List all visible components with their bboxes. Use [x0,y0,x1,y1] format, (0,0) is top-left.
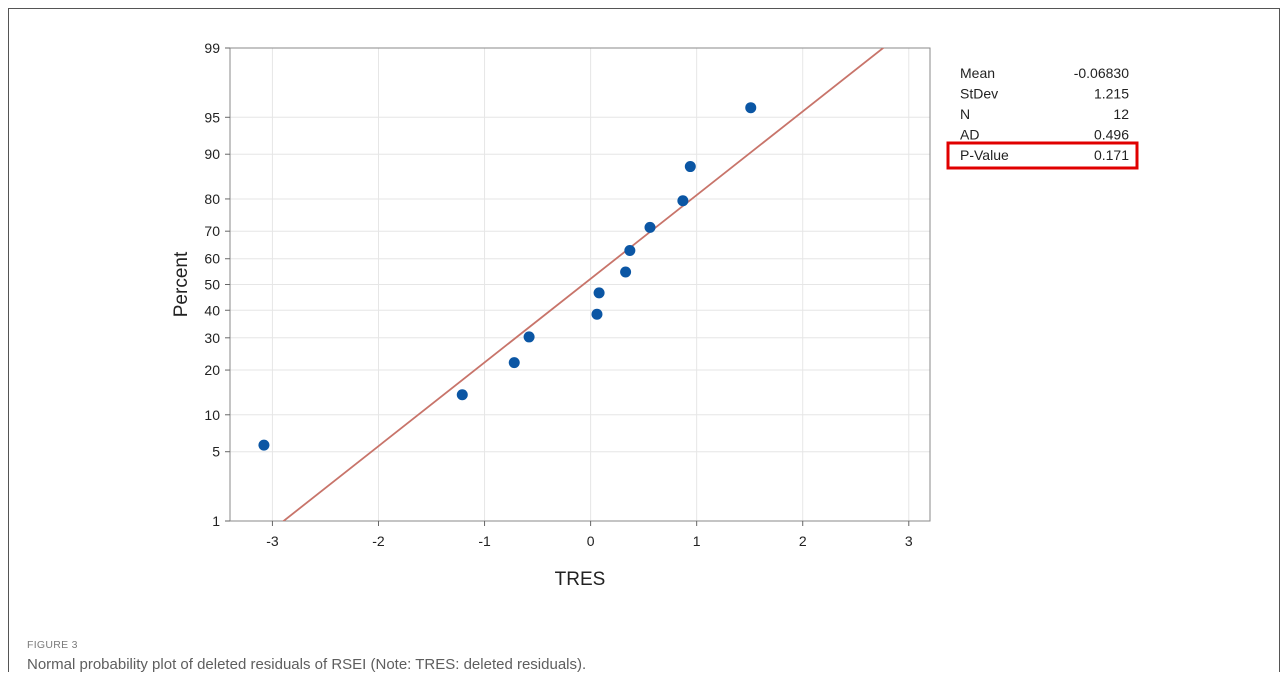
x-tick-label: -1 [478,533,491,549]
y-tick-label: 60 [204,251,220,267]
y-tick-label: 95 [204,109,220,125]
stat-label: Mean [960,65,995,81]
data-point [456,389,468,401]
x-tick-label: 3 [905,533,913,549]
data-point [258,439,270,451]
data-point [620,266,632,278]
data-point [593,287,605,299]
y-tick-label: 5 [212,444,220,460]
y-axis: 1 5 10 20 30 40 50 60 70 80 90 95 99 [204,40,230,529]
data-point [523,331,535,343]
x-tick-label: -2 [372,533,385,549]
data-point [591,308,603,320]
stats-panel: Mean -0.06830 StDev 1.215 N 12 AD 0.496 P-Value 0… [946,65,1139,170]
highlight-box [946,141,1139,170]
figure-label: FIGURE 3 [27,639,78,651]
data-point [644,221,656,233]
x-tick-label: 0 [587,533,595,549]
stat-value: 12 [1113,106,1129,122]
x-tick-label: -3 [266,533,279,549]
stat-label: P-Value [960,147,1009,163]
data-point [677,195,689,207]
stat-value: -0.06830 [1074,65,1129,81]
stat-label: N [960,106,970,122]
x-tick-label: 1 [693,533,701,549]
y-tick-label: 1 [212,513,220,529]
y-tick-label: 40 [204,302,220,318]
stat-label: StDev [960,86,998,102]
figure-frame [8,8,1280,672]
x-axis: -3 -2 -1 0 1 2 3 [266,521,913,549]
y-tick-label: 99 [204,40,220,56]
y-tick-label: 90 [204,146,220,162]
y-tick-label: 10 [204,407,220,423]
x-tick-label: 2 [799,533,807,549]
y-tick-label: 50 [204,277,220,293]
stat-value: 1.215 [1094,86,1129,102]
data-point [684,161,696,173]
stat-value: 0.171 [1094,147,1129,163]
y-tick-label: 20 [204,362,220,378]
fit-line [282,48,885,521]
y-tick-label: 30 [204,330,220,346]
y-tick-label: 80 [204,191,220,207]
data-point [508,357,520,369]
x-axis-title: TRES [555,569,606,590]
data-point [624,244,636,256]
stat-value: 0.496 [1094,127,1129,143]
data-point [745,102,757,114]
y-axis-title: Percent [171,251,192,317]
figure-caption: Normal probability plot of deleted resid… [27,656,587,673]
plot-area [229,47,931,522]
y-tick-label: 70 [204,223,220,239]
stat-label: AD [960,127,979,143]
